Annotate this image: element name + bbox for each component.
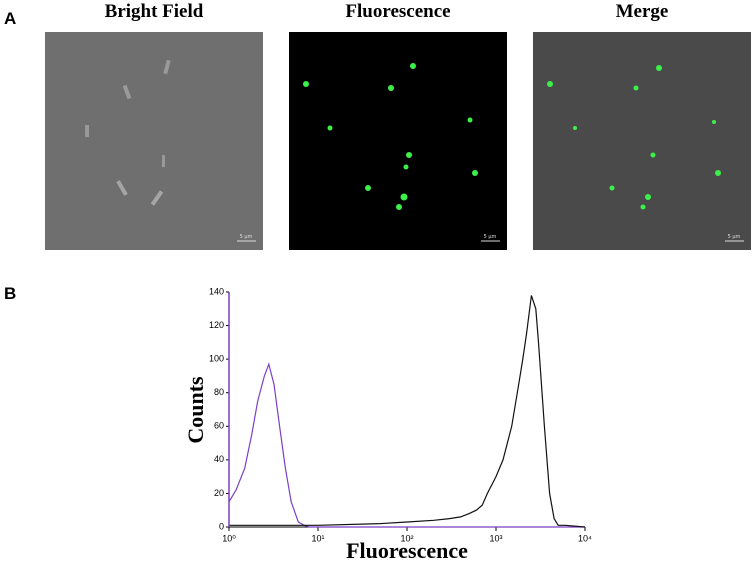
scale-bar-label: 5 μm bbox=[240, 234, 253, 240]
scale-bar-label: 5 μm bbox=[728, 234, 741, 240]
x-axis-label: Fluorescence bbox=[346, 538, 468, 563]
bright-field-image bbox=[45, 32, 263, 250]
y-tick-label: 80 bbox=[214, 387, 224, 397]
y-tick-label: 100 bbox=[209, 354, 224, 364]
x-tick-label: 10² bbox=[400, 533, 413, 543]
panel-label: A bbox=[4, 9, 16, 28]
histogram-curve bbox=[229, 295, 586, 528]
y-tick-label: 0 bbox=[219, 521, 224, 531]
fluorescence-image bbox=[289, 32, 507, 250]
histogram-curve bbox=[228, 362, 585, 528]
y-axis-label: Counts bbox=[183, 376, 208, 444]
x-tick-label: 10⁴ bbox=[578, 533, 592, 543]
x-tick-label: 10³ bbox=[489, 533, 502, 543]
image-title: Fluorescence bbox=[345, 1, 450, 22]
image-title: Bright Field bbox=[105, 1, 204, 22]
scale-bar-label: 5 μm bbox=[484, 234, 497, 240]
merge-image bbox=[533, 32, 751, 250]
image-title: Merge bbox=[616, 1, 669, 22]
panel-label: B bbox=[4, 284, 16, 303]
y-tick-label: 20 bbox=[214, 488, 224, 498]
y-tick-label: 40 bbox=[214, 454, 224, 464]
y-tick-label: 120 bbox=[209, 320, 224, 330]
y-tick-label: 140 bbox=[209, 286, 224, 296]
x-tick-label: 10¹ bbox=[311, 533, 324, 543]
x-tick-label: 10⁰ bbox=[222, 533, 236, 543]
y-tick-label: 60 bbox=[214, 421, 224, 431]
